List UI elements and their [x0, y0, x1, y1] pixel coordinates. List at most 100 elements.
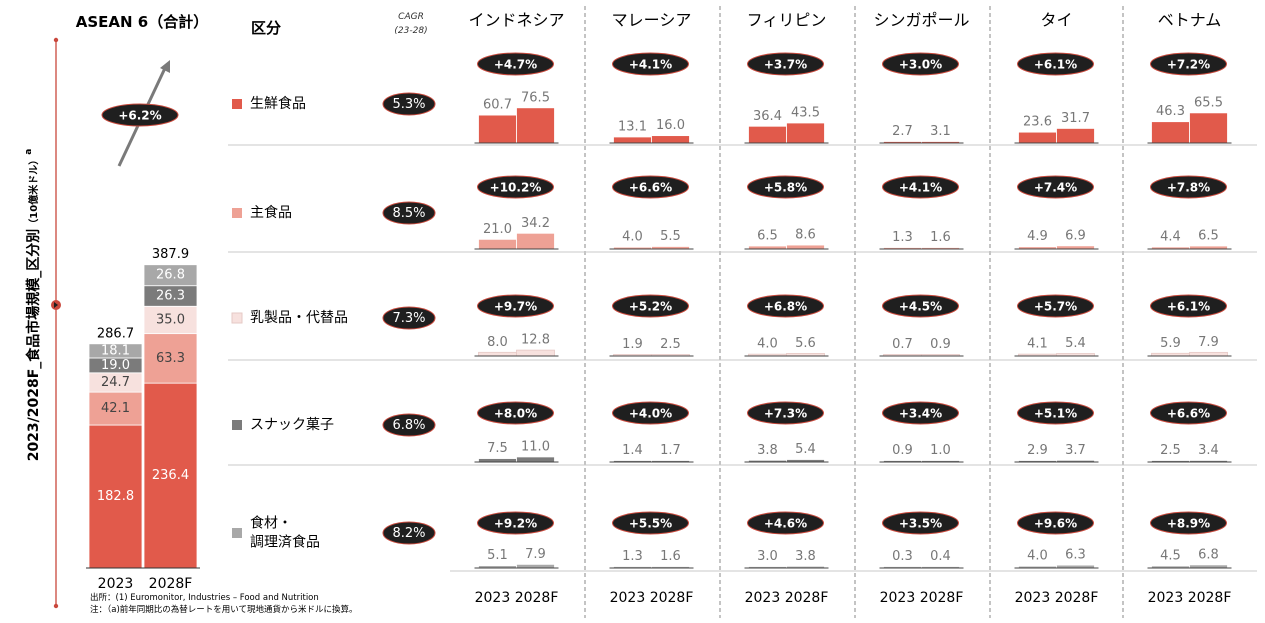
country-0-seg-2-label-1: 12.8: [521, 333, 550, 348]
country-1-seg-0-label-0: 13.1: [618, 119, 647, 134]
country-3-seg-0-cagr-pill: [882, 52, 959, 76]
aggregate-cagr-pill-label: +6.2%: [118, 109, 161, 123]
country-5-seg-4-label-1: 6.8: [1198, 547, 1219, 562]
aggregate-total-2023: 286.7: [97, 326, 134, 341]
country-3-seg-3-cagr-pill-label: +3.4%: [899, 407, 942, 421]
country-2-seg-4-cagr-pill-label: +4.6%: [764, 517, 807, 531]
aggregate-growth-arrowhead: [160, 60, 170, 73]
country-1-seg-4-label-0: 1.3: [622, 549, 643, 564]
country-1-seg-2-cagr-pill-label: +5.2%: [629, 300, 672, 314]
country-1-years: 2023 2028F: [610, 590, 694, 606]
country-0-seg-2-bar-0: [478, 351, 517, 357]
country-0-seg-0-cagr-pill-label: +4.7%: [494, 58, 537, 72]
country-5-seg-3-label-1: 3.4: [1198, 443, 1219, 458]
country-3-seg-1-label-1: 1.6: [930, 230, 951, 245]
country-0-seg-0-label-1: 76.5: [521, 90, 550, 105]
country-4-seg-4-cagr-pill-label: +9.6%: [1034, 517, 1077, 531]
country-5-seg-2-cagr-pill: [1150, 294, 1227, 318]
country-0-seg-2-cagr-pill: [477, 294, 554, 318]
aggregate-cagr-pill: [101, 103, 179, 127]
aggregate-label-2028F-seg-0: 236.4: [152, 468, 189, 483]
country-0-seg-3-bar-0: [478, 458, 517, 463]
country-4-seg-4-cagr-pill: [1017, 511, 1094, 535]
country-3-seg-2-cagr-pill-label: +4.5%: [899, 300, 942, 314]
country-name-0: インドネシア: [468, 11, 564, 30]
country-5-seg-4-cagr-pill: [1150, 511, 1227, 535]
segment-name-1-0: 主食品: [250, 204, 292, 221]
country-0-seg-2-bar-1: [516, 349, 555, 357]
country-0-seg-1-cagr-pill-label: +10.2%: [490, 181, 542, 195]
country-3-seg-0-label-0: 2.7: [892, 124, 913, 139]
segment-cagr-label-4: 8.2%: [392, 526, 425, 541]
country-0-seg-2-cagr-pill-label: +9.7%: [494, 300, 537, 314]
country-0-seg-4-label-0: 5.1: [487, 548, 508, 563]
segment-name-3-0: スナック菓子: [250, 417, 334, 433]
country-0-seg-3-cagr-pill-label: +8.0%: [494, 407, 537, 421]
country-3-seg-0-cagr-pill-label: +3.0%: [899, 58, 942, 72]
country-1-seg-1-label-0: 4.0: [622, 230, 643, 245]
country-3-seg-2-label-0: 0.7: [892, 337, 913, 352]
country-0-seg-4-bar-1: [516, 563, 555, 569]
country-2-seg-2-cagr-pill: [747, 294, 824, 318]
segment-swatch-4: [232, 528, 242, 538]
aggregate-label-2028F-seg-3: 26.3: [156, 288, 185, 303]
country-3-seg-3-cagr-pill: [882, 401, 959, 425]
country-1-seg-0-label-1: 16.0: [656, 118, 685, 133]
segment-swatch-1: [232, 208, 242, 218]
country-2-seg-1-cagr-pill: [747, 175, 824, 199]
cagr-header-2: (23-28): [394, 26, 427, 36]
y-axis-title: 2023/2028F_食品市場規模_区分別（10億米ドル）a: [24, 149, 42, 462]
country-1-seg-2-label-1: 2.5: [660, 337, 681, 352]
country-5-seg-0-bar-1: [1189, 112, 1228, 144]
country-1-seg-3-cagr-pill-label: +4.0%: [629, 407, 672, 421]
country-0-seg-1-label-1: 34.2: [521, 216, 550, 231]
country-2-seg-0-cagr-pill-label: +3.7%: [764, 58, 807, 72]
country-4-seg-3-cagr-pill: [1017, 401, 1094, 425]
country-3-seg-1-cagr-pill-label: +4.1%: [899, 181, 942, 195]
aggregate-bar-2023-seg-1: [88, 391, 143, 426]
category-header: 区分: [251, 19, 281, 37]
country-2-seg-4-cagr-pill: [747, 511, 824, 535]
segment-swatch-0: [232, 99, 242, 109]
country-5-seg-0-label-0: 46.3: [1156, 104, 1185, 119]
segment-cagr-label-0: 5.3%: [392, 97, 425, 112]
country-5-seg-0-cagr-pill-label: +7.2%: [1167, 58, 1210, 72]
country-0-seg-0-label-0: 60.7: [483, 98, 512, 113]
country-4-seg-0-bar-0: [1018, 131, 1057, 144]
country-2-seg-3-cagr-pill-label: +7.3%: [764, 407, 807, 421]
aggregate-label-2023-seg-0: 182.8: [97, 489, 134, 504]
country-1-seg-3-label-1: 1.7: [660, 443, 681, 458]
aggregate-xlabel-2028F: 2028F: [149, 576, 193, 592]
country-5-seg-3-cagr-pill-label: +6.6%: [1167, 407, 1210, 421]
country-5-seg-1-label-0: 4.4: [1160, 229, 1181, 244]
country-0-seg-2-label-0: 8.0: [487, 335, 508, 350]
country-5-seg-2-bar-1: [1189, 351, 1228, 357]
country-5-years: 2023 2028F: [1148, 590, 1232, 606]
source-note: 出所：(1) Euromonitor, Industries – Food an…: [90, 592, 319, 603]
segment-name-0-0: 生鮮食品: [250, 95, 306, 112]
country-5-seg-2-label-1: 7.9: [1198, 335, 1219, 350]
country-4-years: 2023 2028F: [1015, 590, 1099, 606]
country-4-seg-2-cagr-pill-label: +5.7%: [1034, 300, 1077, 314]
aggregate-label-2028F-seg-4: 26.8: [156, 268, 185, 283]
aggregate-label-2028F-seg-2: 35.0: [156, 312, 185, 327]
country-3-seg-3-label-1: 1.0: [930, 443, 951, 458]
country-4-seg-2-label-1: 5.4: [1065, 336, 1086, 351]
country-5-seg-2-cagr-pill-label: +6.1%: [1167, 300, 1210, 314]
country-2-seg-2-label-1: 5.6: [795, 336, 816, 351]
left-axis-dot-bottom: [53, 603, 59, 609]
country-2-seg-0-cagr-pill: [747, 52, 824, 76]
aggregate-title: ASEAN 6（合計）: [76, 13, 208, 31]
country-4-seg-0-label-0: 23.6: [1023, 115, 1052, 130]
country-0-seg-1-bar-0: [478, 238, 517, 250]
country-0-seg-4-cagr-pill: [477, 511, 554, 535]
country-0-seg-0-bar-0: [478, 114, 517, 144]
country-3-seg-2-label-1: 0.9: [930, 337, 951, 352]
cagr-header-1: CAGR: [398, 12, 424, 22]
country-4-seg-3-cagr-pill-label: +5.1%: [1034, 407, 1077, 421]
left-axis-dot-top: [53, 37, 59, 43]
country-5-seg-1-label-1: 6.5: [1198, 229, 1219, 244]
country-2-seg-2-label-0: 4.0: [757, 337, 778, 352]
country-4-seg-0-cagr-pill-label: +6.1%: [1034, 58, 1077, 72]
country-5-seg-3-label-0: 2.5: [1160, 443, 1181, 458]
